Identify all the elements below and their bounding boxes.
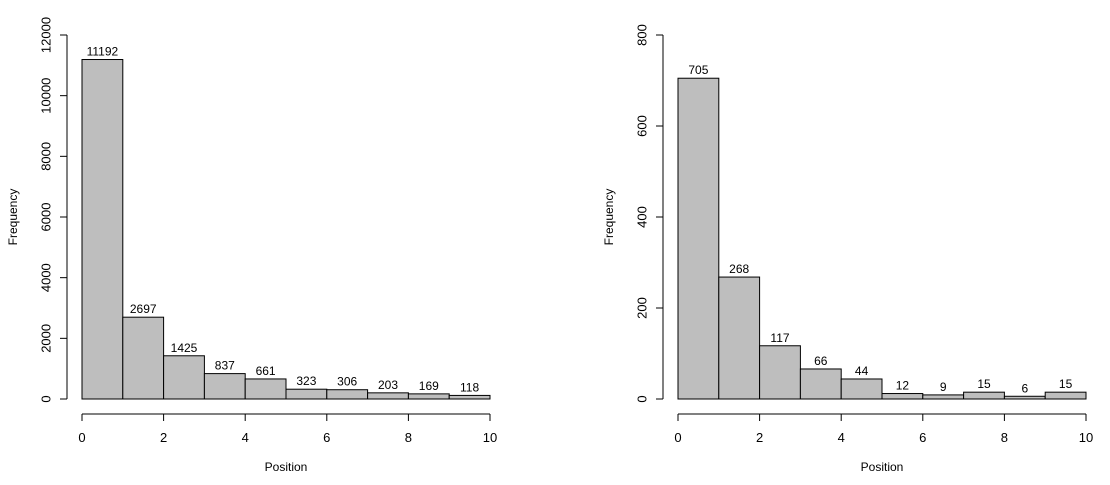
x-tick-label: 4 [838, 430, 845, 445]
y-tick-label: 600 [635, 115, 650, 137]
histogram-bar [1003, 395, 1046, 400]
x-tick-label: 2 [160, 430, 167, 445]
bar-value-label: 268 [729, 262, 749, 276]
histogram-bar [718, 276, 761, 400]
bar-value-label: 169 [419, 379, 439, 393]
x-tick-label: 4 [242, 430, 249, 445]
histogram-bar [326, 389, 369, 400]
x-tick-label: 8 [405, 430, 412, 445]
bar-value-label: 66 [814, 354, 828, 368]
x-tick-label: 6 [323, 430, 330, 445]
y-tick-label: 0 [39, 395, 54, 402]
x-tick-label: 6 [919, 430, 926, 445]
x-tick-label: 10 [1079, 430, 1093, 445]
bar-value-label: 1425 [171, 341, 198, 355]
x-tick-label: 2 [756, 430, 763, 445]
histogram-bar [677, 77, 720, 400]
chart-left-y-axis: 0 2000 4000 6000 8000 10000 12000 [39, 17, 68, 403]
y-tick-label: 200 [635, 297, 650, 319]
histogram-bar [759, 345, 801, 400]
histogram-bar [81, 59, 124, 400]
bar-value-label: 44 [855, 364, 869, 378]
y-tick-label: 10000 [39, 78, 54, 114]
bar-value-label: 2697 [130, 302, 157, 316]
x-tick-label: 0 [674, 430, 681, 445]
y-tick-label: 6000 [39, 203, 54, 232]
chart-left-bars [81, 59, 491, 400]
histogram-bar [922, 394, 965, 400]
chart-left: 11192 2697 1425 837 661 323 306 203 169 118 0 2 4 6 8… [6, 17, 497, 474]
x-tick-label: 8 [1001, 430, 1008, 445]
chart-left-x-axis-label: Position [265, 460, 308, 474]
bar-value-label: 15 [1059, 377, 1073, 391]
bar-value-label: 6 [1021, 381, 1028, 395]
y-tick-label: 4000 [39, 263, 54, 292]
chart-right-x-axis: 0 2 4 6 8 10 [674, 413, 1093, 445]
histogram-bar [163, 355, 205, 400]
histogram-bar [448, 394, 491, 400]
bar-value-label: 323 [296, 374, 316, 388]
chart-right-y-axis-label: Frequency [602, 189, 616, 246]
histogram-bar [407, 393, 450, 400]
histogram-bar [244, 378, 287, 400]
histogram-bar [963, 391, 1005, 400]
chart-left-y-axis-label: Frequency [6, 189, 20, 246]
histogram-bar [285, 388, 328, 400]
chart-right-bars [677, 77, 1087, 400]
bar-value-label: 118 [460, 380, 479, 394]
bar-value-label: 661 [256, 364, 276, 378]
chart-right-x-axis-label: Position [861, 460, 904, 474]
bar-value-label: 705 [688, 63, 708, 77]
bar-value-label: 15 [977, 377, 991, 391]
histogram-bar [367, 392, 409, 400]
histogram-bar [840, 378, 883, 400]
y-tick-label: 12000 [39, 17, 54, 53]
histogram-bar [203, 373, 246, 400]
y-tick-label: 2000 [39, 324, 54, 353]
y-tick-label: 800 [635, 24, 650, 46]
histogram-bar [799, 368, 842, 400]
histogram-bar [881, 393, 924, 400]
bar-value-label: 306 [337, 375, 357, 389]
bar-value-label: 9 [940, 380, 947, 394]
y-tick-label: 400 [635, 206, 650, 228]
bar-value-label: 11192 [87, 45, 119, 59]
histogram-bar [122, 316, 165, 400]
y-tick-label: 8000 [39, 142, 54, 171]
chart-right-y-axis: 0 200 400 600 800 [635, 24, 664, 403]
histogram-bar [1044, 391, 1087, 400]
chart-right: 705 268 117 66 44 12 9 15 6 15 0 2 4 6 8 10 0 200 400 600… [602, 24, 1093, 474]
chart-left-x-axis: 0 2 4 6 8 10 [78, 413, 497, 445]
x-tick-label: 0 [78, 430, 85, 445]
chart-left-bar-labels: 11192 2697 1425 837 661 323 306 203 169 118 [87, 45, 480, 395]
bar-value-label: 837 [215, 359, 235, 373]
bar-value-label: 117 [770, 331, 789, 345]
y-tick-label: 0 [635, 395, 650, 402]
bar-value-label: 203 [378, 378, 398, 392]
x-tick-label: 10 [483, 430, 497, 445]
bar-value-label: 12 [896, 379, 910, 393]
chart-right-bar-labels: 705 268 117 66 44 12 9 15 6 15 [688, 63, 1072, 395]
